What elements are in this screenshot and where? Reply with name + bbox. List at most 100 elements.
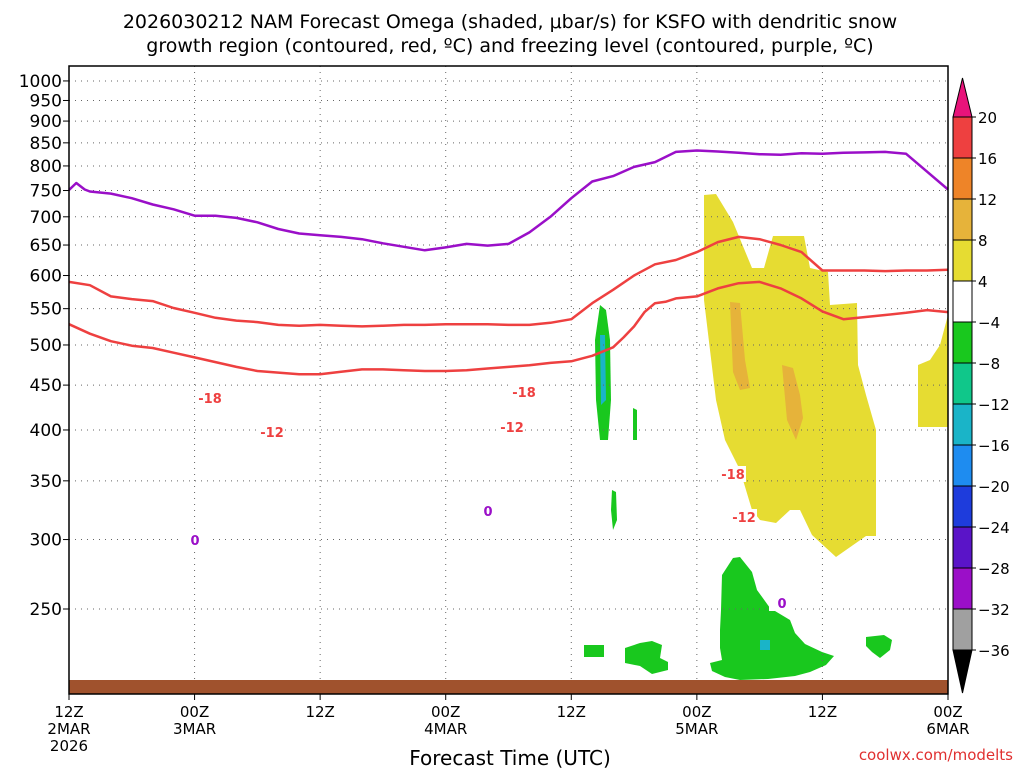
watermark: coolwx.com/modelts	[859, 746, 1013, 764]
contour-label-bg	[720, 466, 746, 482]
contour-label-bg	[197, 390, 223, 406]
x-tick-label: 00Z	[682, 703, 711, 721]
x-tick-label: 00Z	[933, 703, 962, 721]
y-tick-label: 700	[30, 208, 62, 228]
contour-label-bg	[475, 503, 501, 519]
colorbar-segment	[952, 280, 973, 323]
contour-label: -18	[512, 386, 536, 401]
y-tick-label: 450	[30, 376, 62, 396]
colorbar-label: −28	[978, 560, 1010, 578]
contour-labels: -18-120-18-120-18-12-18-120	[182, 384, 795, 612]
x-axis-label: Forecast Time (UTC)	[409, 746, 611, 768]
colorbar-label: −8	[978, 355, 1000, 373]
x-tick-label: 2026	[50, 737, 88, 755]
omega-region-13	[866, 635, 892, 658]
x-tick-label: 00Z	[180, 703, 209, 721]
omega-shading	[584, 194, 948, 680]
omega-region-6	[600, 335, 606, 405]
colorbar-segment	[952, 116, 973, 159]
y-tick-label: 1000	[19, 72, 62, 92]
colorbar-label: 8	[978, 232, 988, 250]
colorbar-label: 4	[978, 273, 988, 291]
y-tick-label: 350	[30, 472, 62, 492]
omega-region-8	[611, 490, 617, 530]
y-tick-label: 800	[30, 157, 62, 177]
x-tick-label: 4MAR	[424, 720, 467, 738]
contour-label: -12	[732, 511, 756, 526]
colorbar-label: 12	[978, 191, 997, 209]
contour-label: -18	[198, 392, 222, 407]
chart-title-line-1: 2026030212 NAM Forecast Omega (shaded, μ…	[123, 11, 897, 33]
contour-label-bg	[769, 595, 795, 611]
omega-region-4	[782, 365, 803, 440]
pressure-axis: 2503003504004505005506006507007508008509…	[19, 72, 69, 620]
omega-region-2	[918, 315, 948, 427]
x-tick-label: 12Z	[305, 703, 334, 721]
colorbar-segment	[952, 403, 973, 446]
x-tick-label: 6MAR	[926, 720, 969, 738]
x-tick-label: 12Z	[54, 703, 83, 721]
contour-label: 0	[483, 505, 492, 520]
colorbar-bottom-arrow	[952, 649, 973, 694]
chart-title-line-2: growth region (contoured, red, ºC) and f…	[146, 35, 873, 57]
contour-label: -12	[500, 421, 524, 436]
plot-frame	[68, 65, 949, 695]
colorbar-label: 16	[978, 150, 997, 168]
colorbar-top-arrow	[952, 77, 973, 118]
y-tick-label: 300	[30, 531, 62, 551]
chart-title: 2026030212 NAM Forecast Omega (shaded, μ…	[123, 11, 897, 57]
contour-lines	[68, 149, 949, 376]
y-tick-label: 500	[30, 336, 62, 356]
colorbar-label: −36	[978, 642, 1010, 660]
colorbar-segment	[952, 321, 973, 364]
y-tick-label: 650	[30, 236, 62, 256]
x-tick-label: 00Z	[431, 703, 460, 721]
y-tick-label: 550	[30, 300, 62, 320]
colorbar-label: −20	[978, 478, 1010, 496]
contour-label: 0	[777, 597, 786, 612]
terrain-ground	[69, 680, 948, 694]
contour-label: 0	[190, 534, 199, 549]
y-tick-label: 900	[30, 112, 62, 132]
contour-label-bg	[511, 384, 537, 400]
omega-region-11	[584, 645, 604, 657]
y-tick-label: 600	[30, 267, 62, 287]
contour-label-bg	[499, 419, 525, 435]
colorbar-label: 20	[978, 109, 997, 127]
omega-region-7	[633, 408, 637, 440]
colorbar-segment	[952, 239, 973, 282]
y-tick-label: 950	[30, 91, 62, 111]
omega-colorbar: 20 16 12 8 4 −4 −8 −12 −16 −20 −24 −28 −32 −36	[952, 77, 1010, 694]
omega-region-9	[710, 557, 834, 680]
x-tick-label: 12Z	[808, 703, 837, 721]
y-tick-label: 250	[30, 600, 62, 620]
contour-label-bg	[731, 509, 757, 525]
colorbar-segment	[952, 157, 973, 200]
y-tick-label: 850	[30, 134, 62, 154]
colorbar-label: −16	[978, 437, 1010, 455]
x-tick-label: 12Z	[557, 703, 586, 721]
colorbar-segment	[952, 608, 973, 651]
omega-region-3	[730, 302, 750, 390]
contour-label-bg	[182, 532, 208, 548]
colorbar-segment	[952, 444, 973, 487]
contour-label: -18	[721, 468, 745, 483]
x-tick-label: 5MAR	[675, 720, 718, 738]
x-tick-label: 2MAR	[47, 720, 90, 738]
contour-line--12	[68, 235, 949, 328]
y-tick-label: 400	[30, 421, 62, 441]
contour-line-0	[68, 149, 949, 252]
colorbar-segment	[952, 567, 973, 610]
colorbar-segment	[952, 362, 973, 405]
colorbar-label: −32	[978, 601, 1010, 619]
colorbar-segment	[952, 485, 973, 528]
colorbar-label: −12	[978, 396, 1010, 414]
chart-grid	[69, 66, 948, 694]
omega-region-12	[625, 641, 668, 674]
colorbar-segment	[952, 526, 973, 569]
colorbar-label: −24	[978, 519, 1010, 537]
colorbar-label: −4	[978, 314, 1000, 332]
contour-label-bg	[259, 424, 285, 440]
